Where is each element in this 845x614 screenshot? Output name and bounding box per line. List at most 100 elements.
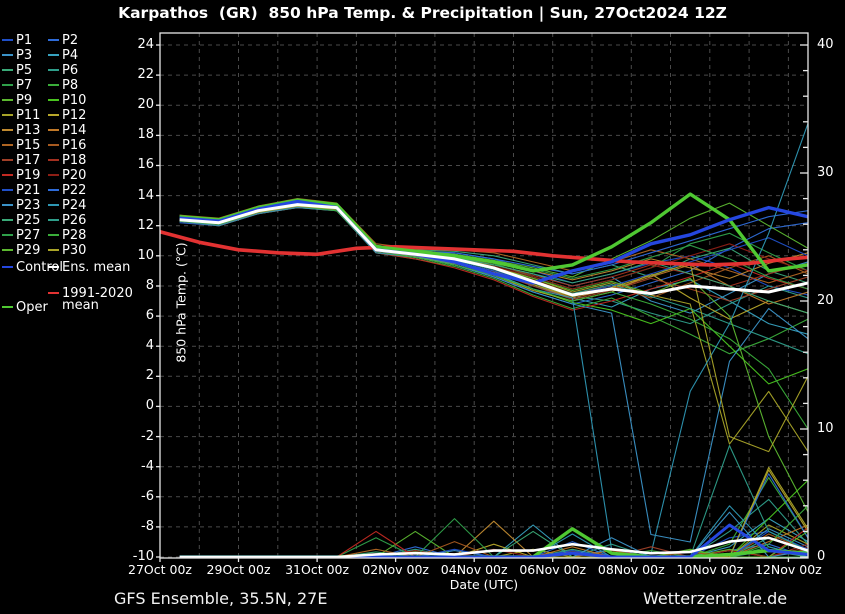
- p7-label: P7: [16, 77, 33, 93]
- temp-tick-14: 14: [137, 187, 154, 203]
- oper-label: Oper: [16, 299, 48, 315]
- p17-label: P17: [16, 152, 41, 168]
- p7-color-swatch: [2, 84, 13, 86]
- p14-label: P14: [62, 122, 87, 138]
- p28-label: P28: [62, 227, 87, 243]
- legend-item-ens-mean: Ens. mean: [48, 260, 130, 274]
- legend-item-p29: P29: [2, 243, 40, 257]
- temp-tick--10: -10: [132, 549, 154, 565]
- climate-mean-color-swatch: [48, 292, 59, 294]
- p5-color-swatch: [2, 69, 13, 71]
- p24-color-swatch: [48, 204, 59, 206]
- legend-item-p5: P5: [2, 63, 32, 77]
- legend-item-climate-mean: 1991-2020 mean: [48, 285, 133, 313]
- ens-mean-color-swatch: [48, 266, 59, 268]
- legend-item-p4: P4: [48, 48, 78, 62]
- legend-item-p18: P18: [48, 153, 86, 167]
- temp-tick--6: -6: [141, 488, 154, 504]
- p30-color-swatch: [48, 249, 59, 251]
- p17-color-swatch: [2, 159, 13, 161]
- p12-color-swatch: [48, 114, 59, 116]
- temp-tick-2: 2: [145, 368, 154, 384]
- legend-item-p24: P24: [48, 198, 86, 212]
- p10-label: P10: [62, 92, 87, 108]
- p5-label: P5: [16, 62, 33, 78]
- p19-label: P19: [16, 167, 41, 183]
- ens-mean-label: Ens. mean: [62, 259, 131, 275]
- control-color-swatch: [2, 266, 13, 268]
- legend-item-p1: P1: [2, 33, 32, 47]
- p8-label: P8: [62, 77, 79, 93]
- p25-color-swatch: [2, 219, 13, 221]
- p20-label: P20: [62, 167, 87, 183]
- p26-label: P26: [62, 212, 87, 228]
- control-label: Control: [16, 259, 63, 275]
- p14-color-swatch: [48, 129, 59, 131]
- chart-title: Karpathos (GR) 850 hPa Temp. & Precipita…: [118, 4, 727, 22]
- temp-tick-18: 18: [137, 127, 154, 143]
- p27-label: P27: [16, 227, 41, 243]
- model-info-text: GFS Ensemble, 35.5N, 27E: [114, 589, 328, 608]
- legend-item-p9: P9: [2, 93, 32, 107]
- p16-color-swatch: [48, 144, 59, 146]
- p25-label: P25: [16, 212, 41, 228]
- temp-tick-0: 0: [145, 398, 154, 414]
- temp-tick--2: -2: [141, 428, 154, 444]
- date-tick-06Nov-00z: 06Nov 00z: [519, 562, 587, 577]
- legend-item-control: Control: [2, 260, 63, 274]
- date-tick-08Nov-00z: 08Nov 00z: [597, 562, 665, 577]
- temp-tick-22: 22: [137, 67, 154, 83]
- legend-item-p15: P15: [2, 138, 40, 152]
- temp-tick-4: 4: [145, 338, 154, 354]
- p9-label: P9: [16, 92, 33, 108]
- legend-item-p25: P25: [2, 213, 40, 227]
- p24-label: P24: [62, 197, 87, 213]
- p6-color-swatch: [48, 69, 59, 71]
- legend-item-p17: P17: [2, 153, 40, 167]
- temp-tick--8: -8: [141, 518, 154, 534]
- p29-label: P29: [16, 242, 41, 258]
- precip-tick-10: 10: [817, 421, 834, 436]
- legend-item-p20: P20: [48, 168, 86, 182]
- p23-color-swatch: [2, 204, 13, 206]
- p27-color-swatch: [2, 234, 13, 236]
- p15-label: P15: [16, 137, 41, 153]
- p20-color-swatch: [48, 174, 59, 176]
- temp-tick-24: 24: [137, 37, 154, 52]
- p12-label: P12: [62, 107, 87, 123]
- temp-tick-12: 12: [137, 217, 154, 233]
- temp-tick--4: -4: [141, 458, 154, 474]
- precip-tick-20: 20: [817, 293, 834, 308]
- legend-item-p13: P13: [2, 123, 40, 137]
- legend-item-p30: P30: [48, 243, 86, 257]
- legend-item-p8: P8: [48, 78, 78, 92]
- temp-tick-6: 6: [145, 308, 154, 324]
- p22-label: P22: [62, 182, 87, 198]
- p8-color-swatch: [48, 84, 59, 86]
- legend-item-p22: P22: [48, 183, 86, 197]
- date-tick-29Oct-00z: 29Oct 00z: [206, 562, 271, 577]
- p1-color-swatch: [2, 39, 13, 41]
- p11-color-swatch: [2, 114, 13, 116]
- legend-item-p10: P10: [48, 93, 86, 107]
- p18-color-swatch: [48, 159, 59, 161]
- legend-item-p19: P19: [2, 168, 40, 182]
- precip-tick-40: 40: [817, 37, 834, 52]
- p21-color-swatch: [2, 189, 13, 191]
- climate-mean-label: 1991-2020: [62, 285, 133, 301]
- legend-item-p11: P11: [2, 108, 40, 122]
- legend-item-p26: P26: [48, 213, 86, 227]
- climate-mean-label-line2: mean: [62, 298, 99, 313]
- precip-tick-30: 30: [817, 165, 834, 180]
- p4-color-swatch: [48, 54, 59, 56]
- date-tick-27Oct-00z: 27Oct 00z: [128, 562, 192, 577]
- legend-item-p23: P23: [2, 198, 40, 212]
- p23-label: P23: [16, 197, 41, 213]
- p16-label: P16: [62, 137, 87, 153]
- site-credit-text: Wetterzentrale.de: [643, 589, 788, 608]
- legend-item-oper: Oper: [2, 300, 48, 314]
- oper-color-swatch: [2, 306, 13, 308]
- legend-item-p14: P14: [48, 123, 86, 137]
- p13-label: P13: [16, 122, 41, 138]
- p10-color-swatch: [48, 99, 59, 101]
